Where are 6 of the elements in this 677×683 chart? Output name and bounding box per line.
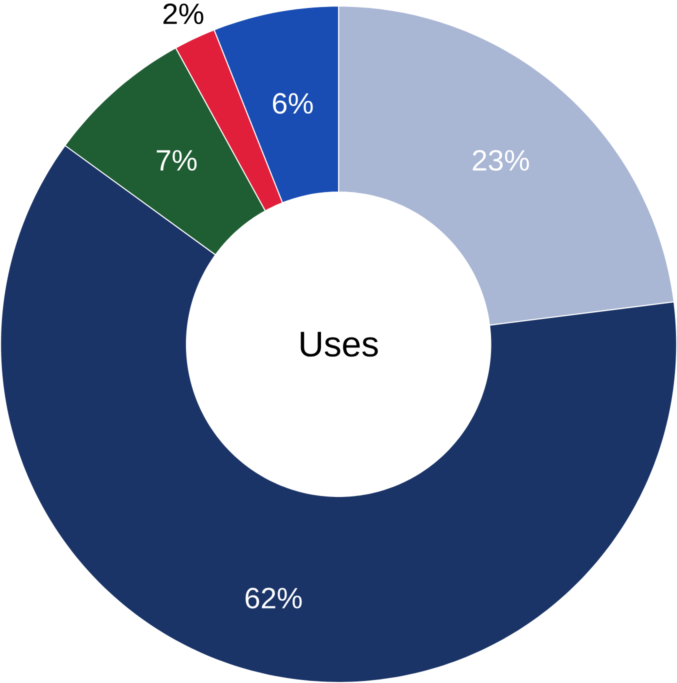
text: Uses [300,332,378,357]
data-label: 23% [472,150,529,171]
data-label: 7% [156,150,197,171]
data-label: 6% [272,93,313,114]
data-label: 2% [163,3,204,24]
data-label: 62% [246,588,302,609]
